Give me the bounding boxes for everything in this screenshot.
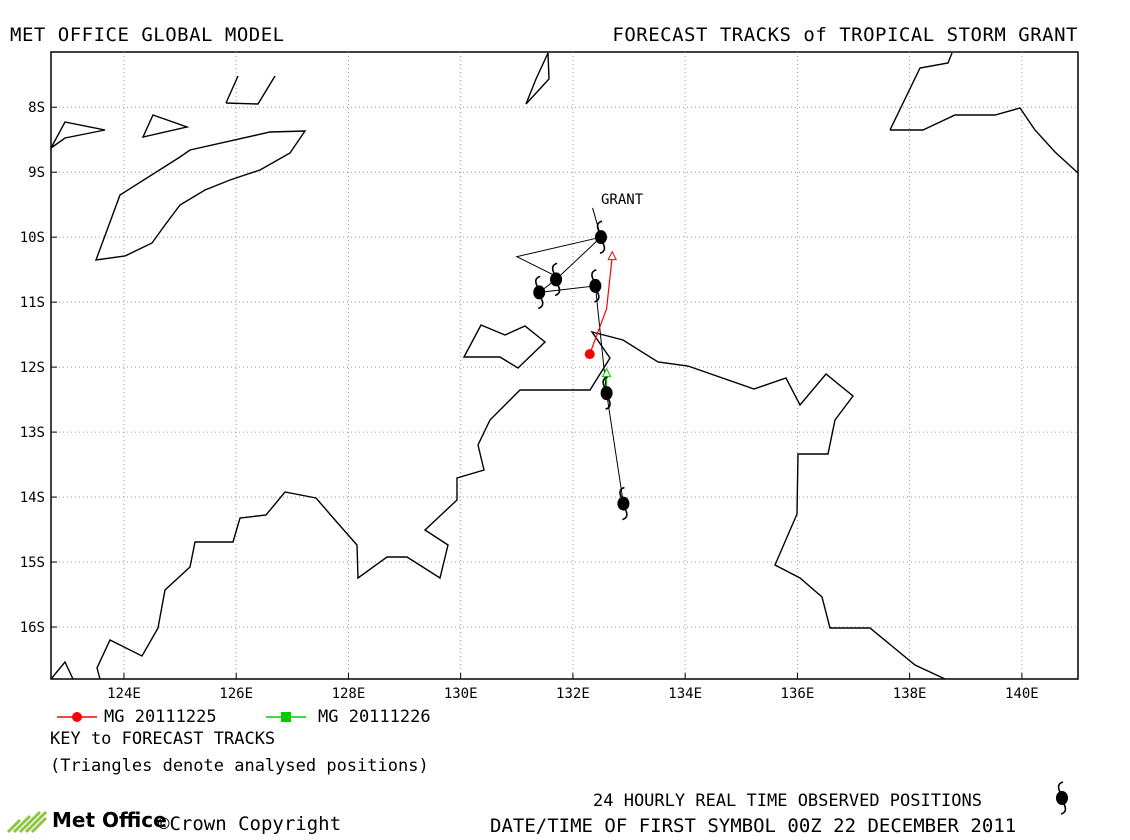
- lon-label: 134E: [668, 686, 702, 702]
- island-top-center: [525, 52, 550, 105]
- observed-position-symbol-icon: [1056, 781, 1068, 815]
- storm-arm-top: [551, 262, 558, 274]
- lon-label: 126E: [219, 686, 253, 702]
- storm-core: [533, 285, 546, 300]
- island-timor: [94, 130, 307, 261]
- storm-symbol-0: [617, 486, 630, 521]
- storm-arm-bottom: [622, 509, 628, 521]
- analysed-position-triangle-0: [607, 250, 618, 261]
- observed-track-line: [537, 236, 624, 504]
- new-guinea-coast-1: [889, 52, 953, 131]
- storm-arm-bottom: [1060, 803, 1067, 815]
- forecast-start-marker-0: [584, 349, 595, 360]
- crown-copyright: ©Crown Copyright: [158, 813, 342, 835]
- island-west: [50, 121, 106, 149]
- storm-arm-bottom: [594, 291, 600, 303]
- forecast-tracks-layer: [584, 250, 618, 387]
- lat-label: 13S: [20, 425, 45, 441]
- storm-arm-bottom: [605, 398, 611, 410]
- met-office-logo: Met Office: [6, 806, 167, 834]
- storm-symbol-1: [600, 376, 613, 410]
- header-forecast-title: FORECAST TRACKS of TROPICAL STORM GRANT: [612, 24, 1078, 46]
- legend-label-mg-20111226: MG 20111226: [318, 707, 431, 727]
- storm-arm-top: [602, 376, 608, 388]
- storm-symbol-3: [533, 275, 546, 310]
- tiwi-islands: [462, 324, 547, 369]
- observed-positions-note: 24 HOURLY REAL TIME OBSERVED POSITIONS: [593, 791, 982, 811]
- storm-core: [594, 230, 607, 245]
- storm-arm-top: [1057, 781, 1064, 793]
- legend-markers: [57, 712, 306, 722]
- australia-coast: [96, 330, 946, 680]
- key-title: KEY to FORECAST TRACKS: [50, 729, 276, 749]
- storm-core: [617, 496, 630, 511]
- map-frame: [50, 51, 1079, 680]
- met-office-logo-text: Met Office: [52, 808, 167, 832]
- storm-symbols: [533, 220, 630, 521]
- island-small-2: [225, 75, 276, 105]
- storm-core: [589, 278, 602, 293]
- lon-label: 124E: [107, 686, 141, 702]
- storm-symbol-2: [589, 269, 602, 303]
- longitude-labels: 124E 126E 128E 130E 132E 134E 136E 138E 140E: [107, 686, 1039, 702]
- island-small-1: [141, 114, 190, 138]
- legend-label-mg-20111225: MG 20111225: [104, 707, 217, 727]
- lat-label: 16S: [20, 620, 45, 636]
- storm-core: [600, 386, 613, 401]
- first-symbol-datetime: DATE/TIME OF FIRST SYMBOL 00Z 22 DECEMBE…: [490, 815, 1017, 837]
- storm-arm-bottom: [554, 285, 561, 297]
- lat-label: 9S: [28, 165, 45, 181]
- lon-label: 132E: [556, 686, 590, 702]
- lon-label: 140E: [1005, 686, 1039, 702]
- storm-arm-top: [534, 275, 541, 287]
- lat-label: 12S: [20, 360, 45, 376]
- lat-label: 14S: [20, 490, 45, 506]
- storm-symbol-5: [594, 220, 607, 254]
- lat-label: 8S: [28, 100, 45, 116]
- storm-arm-top: [596, 220, 603, 232]
- met-office-logo-icon: [6, 810, 48, 834]
- lon-label: 138E: [893, 686, 927, 702]
- storm-arm-bottom: [537, 298, 544, 310]
- lon-label: 130E: [444, 686, 478, 702]
- storm-core: [550, 272, 563, 287]
- storm-arm-top: [619, 486, 625, 498]
- new-guinea-coast-2: [890, 107, 1079, 174]
- lon-label: 128E: [332, 686, 366, 702]
- storm-core: [1056, 791, 1068, 805]
- lon-label: 136E: [781, 686, 815, 702]
- lat-label: 10S: [20, 230, 45, 246]
- key-note: (Triangles denote analysed positions): [50, 756, 429, 776]
- storm-symbol-4: [550, 262, 563, 297]
- coast-bottom-left: [50, 660, 74, 680]
- map-grid: [51, 52, 1078, 679]
- storm-arm-top: [591, 269, 597, 281]
- coastlines: [50, 52, 1079, 680]
- observed-track-loop: [515, 236, 602, 277]
- forecast-track-line-0: [589, 256, 613, 355]
- storm-name-label: GRANT: [601, 192, 644, 208]
- legend-marker-red-circle: [72, 712, 82, 722]
- latitude-labels: 8S 9S 10S 11S 12S 13S 14S 15S 16S: [20, 100, 45, 636]
- lat-label: 11S: [20, 295, 45, 311]
- storm-arm-bottom: [599, 242, 606, 254]
- header-model-title: MET OFFICE GLOBAL MODEL: [10, 24, 285, 46]
- footer-storm-symbol: [1056, 781, 1068, 815]
- legend-marker-green-square: [281, 712, 291, 722]
- lat-label: 15S: [20, 555, 45, 571]
